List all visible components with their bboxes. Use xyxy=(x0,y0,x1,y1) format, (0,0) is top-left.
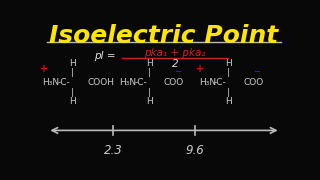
Text: COOH: COOH xyxy=(87,78,114,87)
Text: -C-: -C- xyxy=(57,78,70,87)
Text: H: H xyxy=(146,59,153,68)
Text: |: | xyxy=(71,88,74,97)
Text: H: H xyxy=(69,98,76,107)
Text: -C-: -C- xyxy=(134,78,147,87)
Text: |: | xyxy=(71,68,74,77)
Text: |: | xyxy=(148,68,150,77)
Text: H₃N: H₃N xyxy=(199,78,216,87)
Text: 2.3: 2.3 xyxy=(104,144,123,157)
Text: H₃N: H₃N xyxy=(119,78,137,87)
Text: H: H xyxy=(69,59,76,68)
Text: 9.6: 9.6 xyxy=(186,144,204,157)
Text: −: − xyxy=(253,67,260,76)
Text: Isoelectric Point: Isoelectric Point xyxy=(49,24,279,48)
Text: H: H xyxy=(146,98,153,107)
Text: -C-: -C- xyxy=(213,78,226,87)
Text: |: | xyxy=(227,68,230,77)
Text: |: | xyxy=(148,88,150,97)
Text: pka₁ + pka₂: pka₁ + pka₂ xyxy=(144,48,206,58)
Text: H: H xyxy=(225,59,232,68)
Text: COO: COO xyxy=(164,78,184,87)
Text: H: H xyxy=(225,98,232,107)
Text: pI =: pI = xyxy=(94,51,119,60)
Text: COO: COO xyxy=(244,78,264,87)
Text: 2: 2 xyxy=(172,59,179,69)
Text: +: + xyxy=(40,64,48,74)
Text: |: | xyxy=(227,88,230,97)
Text: +: + xyxy=(196,64,204,74)
Text: −: − xyxy=(174,67,181,76)
Text: H₃N: H₃N xyxy=(43,78,60,87)
